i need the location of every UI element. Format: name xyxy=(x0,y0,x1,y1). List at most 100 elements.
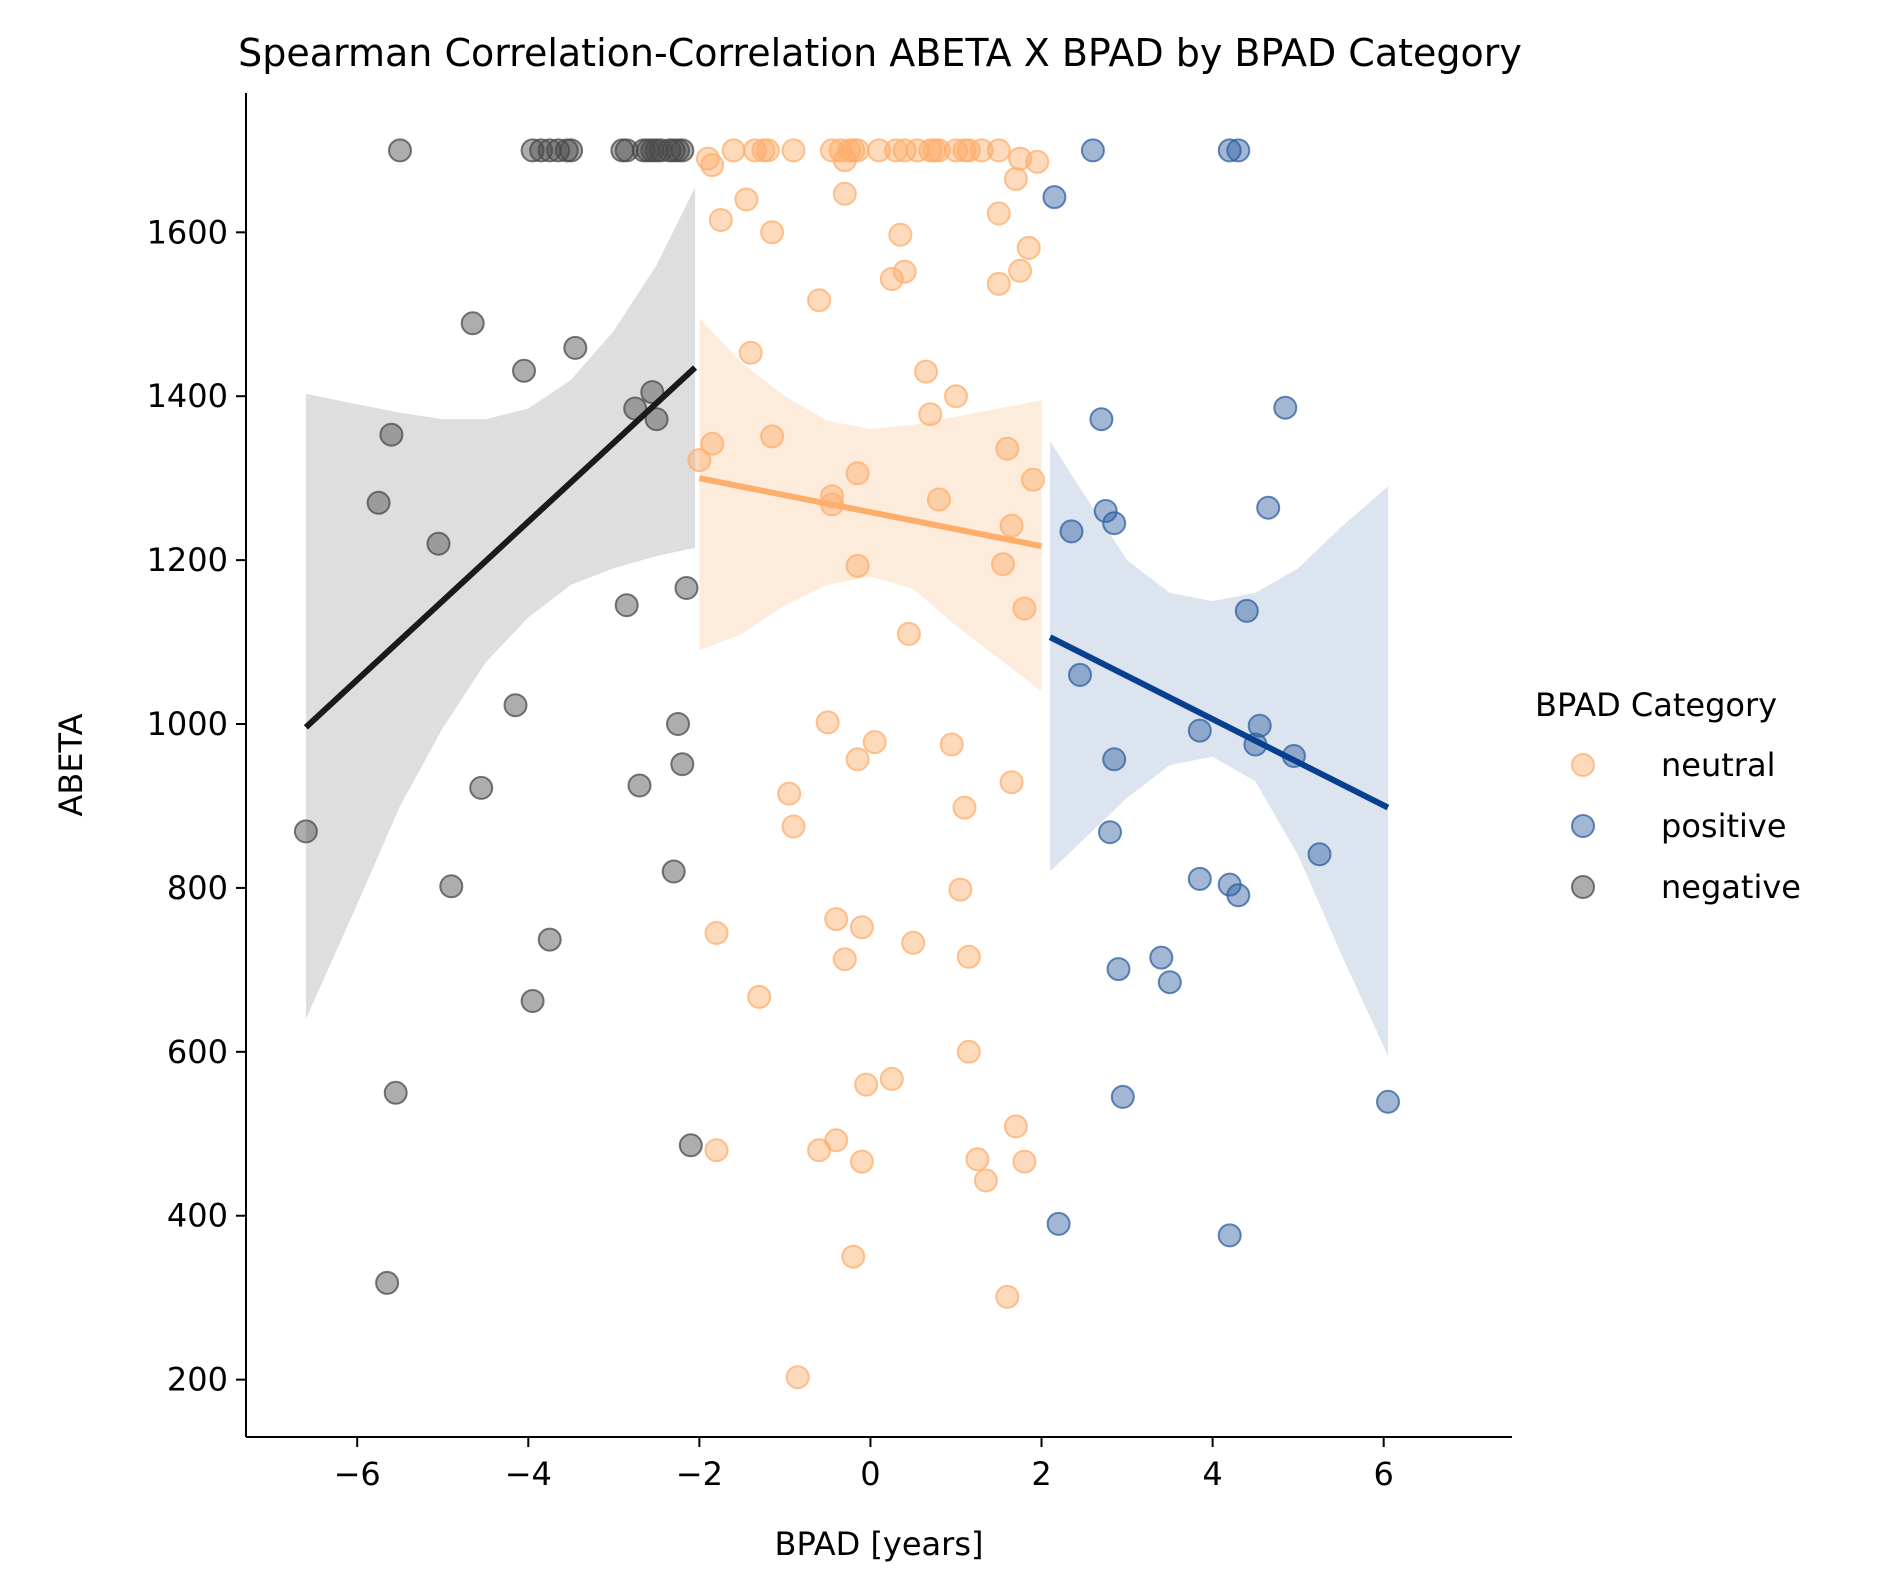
point-positive xyxy=(1226,883,1251,908)
point-neutral xyxy=(824,1128,849,1153)
point-negative xyxy=(678,1133,703,1158)
x-ticks: −6 −4 −2 0 2 4 6 xyxy=(334,1437,1394,1493)
point-negative xyxy=(644,407,669,432)
y-ticks: 200 400 600 800 1000 1200 1400 1600 xyxy=(147,213,246,1399)
point-neutral xyxy=(785,1365,810,1390)
point-positive xyxy=(1089,407,1114,432)
point-negative xyxy=(383,1080,408,1105)
point-negative xyxy=(546,138,571,163)
point-neutral xyxy=(926,487,951,512)
x-tick-label: −2 xyxy=(676,1455,723,1493)
point-neutral xyxy=(999,770,1024,795)
y-tick-label: 1200 xyxy=(147,541,228,579)
point-positive xyxy=(1093,499,1118,523)
point-neutral xyxy=(995,1284,1020,1309)
point-neutral xyxy=(956,1039,981,1064)
point-negative xyxy=(512,358,536,383)
point-neutral xyxy=(956,944,981,969)
confidence-band-positive xyxy=(1050,441,1388,1056)
point-neutral xyxy=(743,138,767,163)
point-neutral xyxy=(854,1072,879,1097)
point-negative xyxy=(674,576,699,600)
fit-line-positive xyxy=(1048,634,1390,811)
point-neutral xyxy=(747,984,772,1009)
point-negative xyxy=(666,712,690,736)
point-positive xyxy=(1187,718,1212,743)
point-negative xyxy=(426,531,451,556)
point-negative xyxy=(559,138,584,163)
point-negative xyxy=(529,138,554,163)
point-neutral xyxy=(1003,1114,1028,1139)
point-neutral xyxy=(965,1147,990,1172)
point-neutral xyxy=(781,814,806,839)
legend-marker-positive xyxy=(1571,814,1595,838)
point-neutral xyxy=(845,553,870,578)
point-neutral xyxy=(849,915,874,940)
point-neutral xyxy=(687,448,712,473)
point-positive xyxy=(1042,185,1067,210)
point-neutral xyxy=(1012,596,1037,621)
point-positive xyxy=(1098,820,1122,845)
point-positive xyxy=(1226,138,1251,163)
point-neutral xyxy=(704,921,729,945)
point-neutral xyxy=(755,138,780,163)
point-negative xyxy=(366,490,391,515)
point-neutral xyxy=(892,259,917,284)
y-tick-label: 1000 xyxy=(147,705,228,743)
legend-label-neutral: neutral xyxy=(1661,746,1775,784)
point-positive xyxy=(1217,1223,1242,1248)
point-positive xyxy=(1149,945,1174,970)
point-neutral xyxy=(926,138,951,163)
point-neutral xyxy=(700,431,725,456)
legend-label-positive: positive xyxy=(1661,807,1787,845)
point-positive xyxy=(1273,395,1298,420)
point-negative xyxy=(293,819,318,844)
point-neutral xyxy=(892,138,917,163)
point-positive xyxy=(1234,598,1259,623)
point-positive xyxy=(1217,138,1242,163)
point-positive xyxy=(1307,842,1332,867)
point-neutral xyxy=(815,710,840,735)
point-neutral xyxy=(807,288,832,313)
point-positive xyxy=(1046,1211,1071,1236)
point-neutral xyxy=(700,153,725,178)
point-neutral xyxy=(849,1149,874,1174)
point-neutral xyxy=(841,1244,866,1269)
point-neutral xyxy=(760,424,785,449)
confidence-bands xyxy=(305,187,1388,1056)
point-neutral xyxy=(952,795,977,820)
point-neutral xyxy=(1016,235,1041,260)
y-axis-label: ABETA xyxy=(52,713,90,816)
point-positive xyxy=(1080,138,1105,163)
point-neutral xyxy=(969,138,994,163)
point-neutral xyxy=(721,138,746,163)
point-neutral xyxy=(832,148,857,173)
point-neutral xyxy=(734,187,759,212)
x-tick-label: 6 xyxy=(1374,1455,1394,1493)
point-neutral xyxy=(879,267,904,291)
point-negative xyxy=(520,989,545,1013)
point-neutral xyxy=(832,181,857,206)
point-neutral xyxy=(845,747,870,772)
y-tick-label: 600 xyxy=(167,1033,228,1071)
point-neutral xyxy=(695,146,720,171)
confidence-band-neutral xyxy=(699,318,1042,692)
point-neutral xyxy=(879,1066,904,1091)
confidence-band-negative xyxy=(305,187,696,1019)
point-neutral xyxy=(956,138,981,163)
legend-label-negative: negative xyxy=(1661,868,1801,906)
point-neutral xyxy=(948,877,973,902)
point-neutral xyxy=(1008,146,1033,171)
legend-marker-negative xyxy=(1571,875,1595,899)
fit-line-neutral xyxy=(698,475,1043,550)
point-negative xyxy=(670,752,695,777)
regression-lines xyxy=(303,365,1390,811)
point-neutral xyxy=(939,732,964,757)
point-neutral xyxy=(704,1138,729,1163)
point-negative xyxy=(537,927,562,952)
point-neutral xyxy=(991,552,1015,577)
chart-title: Spearman Correlation-Correlation ABETA X… xyxy=(238,31,1522,75)
point-neutral xyxy=(760,220,785,245)
y-tick-label: 200 xyxy=(167,1361,228,1399)
